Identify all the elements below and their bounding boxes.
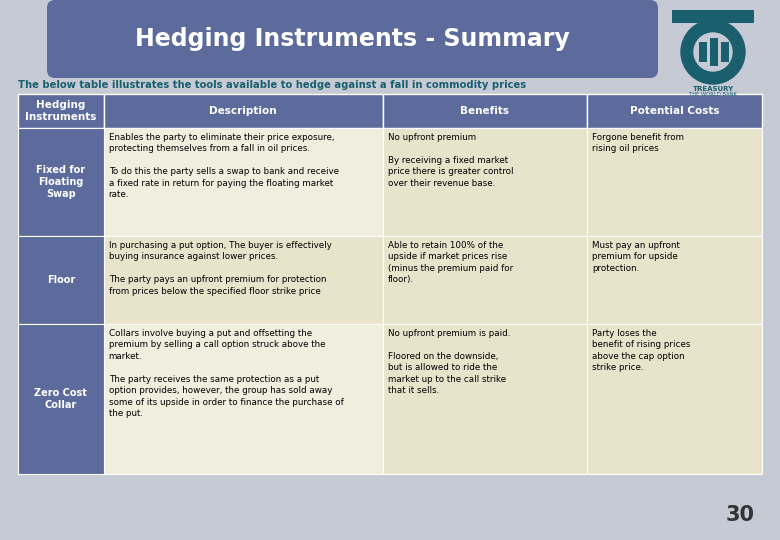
Text: 30: 30 xyxy=(726,505,755,525)
Text: The below table illustrates the tools available to hedge against a fall in commo: The below table illustrates the tools av… xyxy=(18,80,526,90)
Bar xyxy=(699,42,707,62)
Text: TREASURY: TREASURY xyxy=(693,86,733,92)
Bar xyxy=(18,324,104,474)
Bar xyxy=(587,94,762,128)
Text: Benefits: Benefits xyxy=(460,106,509,116)
Text: In purchasing a put option, The buyer is effectively
buying insurance against lo: In purchasing a put option, The buyer is… xyxy=(108,241,332,296)
Circle shape xyxy=(694,33,732,71)
Text: Able to retain 100% of the
upside if market prices rise
(minus the premium paid : Able to retain 100% of the upside if mar… xyxy=(388,241,512,285)
Bar xyxy=(587,324,762,474)
FancyBboxPatch shape xyxy=(47,0,658,78)
Bar xyxy=(104,128,382,236)
Bar xyxy=(672,10,754,23)
Circle shape xyxy=(185,484,244,540)
Bar xyxy=(18,94,104,128)
Circle shape xyxy=(94,471,172,540)
Bar xyxy=(104,236,382,324)
Bar xyxy=(18,236,104,324)
Text: Description: Description xyxy=(209,106,277,116)
Text: Must pay an upfront
premium for upside
protection.: Must pay an upfront premium for upside p… xyxy=(592,241,680,273)
Text: Enables the party to eliminate their price exposure,
protecting themselves from : Enables the party to eliminate their pri… xyxy=(108,133,339,199)
Circle shape xyxy=(681,20,745,84)
Bar xyxy=(382,128,587,236)
Bar xyxy=(104,94,382,128)
Text: Forgone benefit from
rising oil prices: Forgone benefit from rising oil prices xyxy=(592,133,684,153)
Text: Hedging
Instruments: Hedging Instruments xyxy=(25,100,97,122)
Bar xyxy=(587,236,762,324)
Bar xyxy=(382,94,587,128)
Text: THE WORLD BANK: THE WORLD BANK xyxy=(689,92,737,97)
Bar xyxy=(721,42,729,62)
Text: Zero Cost
Collar: Zero Cost Collar xyxy=(34,388,87,410)
Text: Collars involve buying a put and offsetting the
premium by selling a call option: Collars involve buying a put and offsett… xyxy=(108,329,343,418)
Bar xyxy=(710,38,718,66)
Text: Floor: Floor xyxy=(47,275,75,285)
Text: No upfront premium

By receiving a fixed market
price there is greater control
o: No upfront premium By receiving a fixed … xyxy=(388,133,513,188)
Bar xyxy=(382,236,587,324)
Text: Hedging Instruments - Summary: Hedging Instruments - Summary xyxy=(135,27,570,51)
Bar xyxy=(587,128,762,236)
Text: Potential Costs: Potential Costs xyxy=(629,106,719,116)
Text: Party loses the
benefit of rising prices
above the cap option
strike price.: Party loses the benefit of rising prices… xyxy=(592,329,690,373)
Bar xyxy=(18,128,104,236)
Bar xyxy=(104,324,382,474)
Text: No upfront premium is paid.

Floored on the downside,
but is allowed to ride the: No upfront premium is paid. Floored on t… xyxy=(388,329,510,395)
Text: Fixed for
Floating
Swap: Fixed for Floating Swap xyxy=(36,165,85,199)
Bar xyxy=(382,324,587,474)
